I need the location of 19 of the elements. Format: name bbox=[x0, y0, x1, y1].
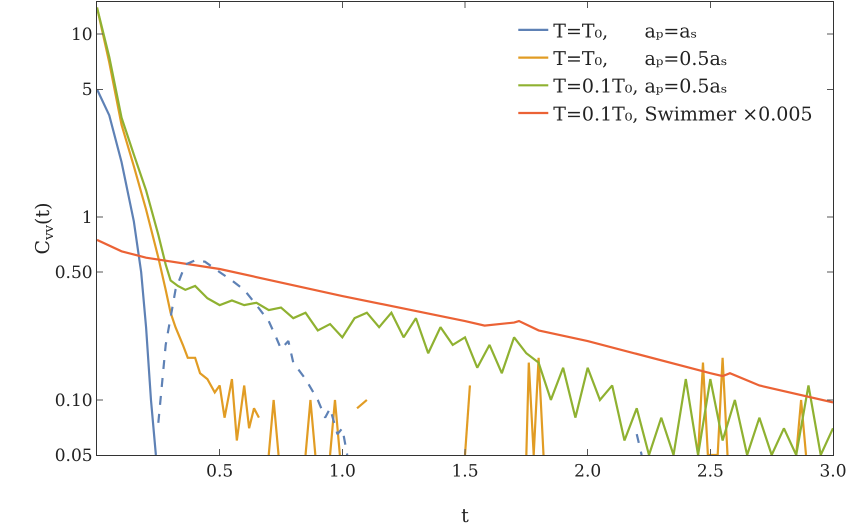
x-axis-title: t bbox=[461, 505, 470, 527]
y-tick-label: 0.50 bbox=[54, 263, 93, 284]
x-tick-label: 2.0 bbox=[574, 461, 602, 482]
y-tick-label: 0.05 bbox=[54, 446, 93, 466]
y-tick-label: 1 bbox=[82, 208, 93, 228]
legend-label: T=0.1T₀, aₚ=0.5aₛ bbox=[553, 76, 728, 98]
legend-label: T=T₀, aₚ=aₛ bbox=[553, 20, 698, 42]
line-series bbox=[97, 88, 157, 455]
x-tick-label: 1.5 bbox=[451, 461, 479, 482]
y-tick-label: 0.10 bbox=[54, 390, 93, 411]
x-tick-label: 3.0 bbox=[819, 461, 847, 482]
x-tick-label: 0.5 bbox=[206, 461, 234, 482]
legend-label: T=T₀, aₚ=0.5aₛ bbox=[553, 48, 728, 70]
legend-label: T=0.1T₀, Swimmer ×0.005 bbox=[553, 103, 813, 126]
line-series bbox=[97, 238, 833, 404]
y-tick-label: 10 bbox=[70, 25, 93, 46]
y-tick-label: 5 bbox=[82, 80, 93, 100]
x-tick-label: 1.0 bbox=[328, 461, 356, 482]
x-tick-label: 2.5 bbox=[696, 461, 724, 482]
